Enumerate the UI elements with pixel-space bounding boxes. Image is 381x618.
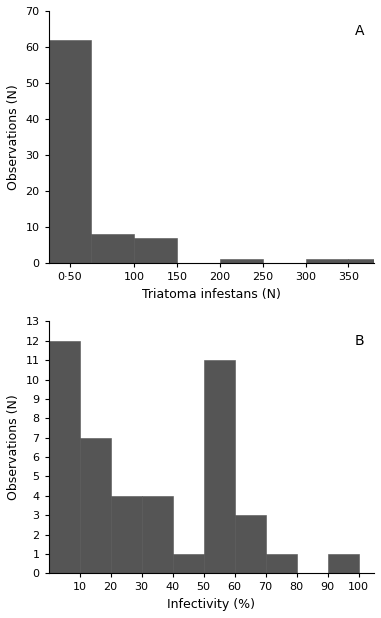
Bar	[91, 234, 134, 263]
Bar	[134, 238, 177, 263]
Bar	[328, 554, 359, 574]
Bar	[80, 438, 110, 574]
Bar	[306, 260, 348, 263]
Y-axis label: Observations (N): Observations (N)	[7, 394, 20, 501]
Bar	[235, 515, 266, 574]
Text: A: A	[355, 23, 364, 38]
Bar	[220, 260, 263, 263]
Bar	[203, 360, 235, 574]
Bar	[173, 554, 203, 574]
X-axis label: Triatoma infestans (N): Triatoma infestans (N)	[142, 287, 281, 301]
Bar	[348, 260, 381, 263]
X-axis label: Infectivity (%): Infectivity (%)	[167, 598, 255, 611]
Bar	[49, 40, 91, 263]
Text: B: B	[355, 334, 364, 348]
Bar	[142, 496, 173, 574]
Y-axis label: Observations (N): Observations (N)	[7, 84, 20, 190]
Bar	[49, 341, 80, 574]
Bar	[110, 496, 142, 574]
Bar	[266, 554, 296, 574]
